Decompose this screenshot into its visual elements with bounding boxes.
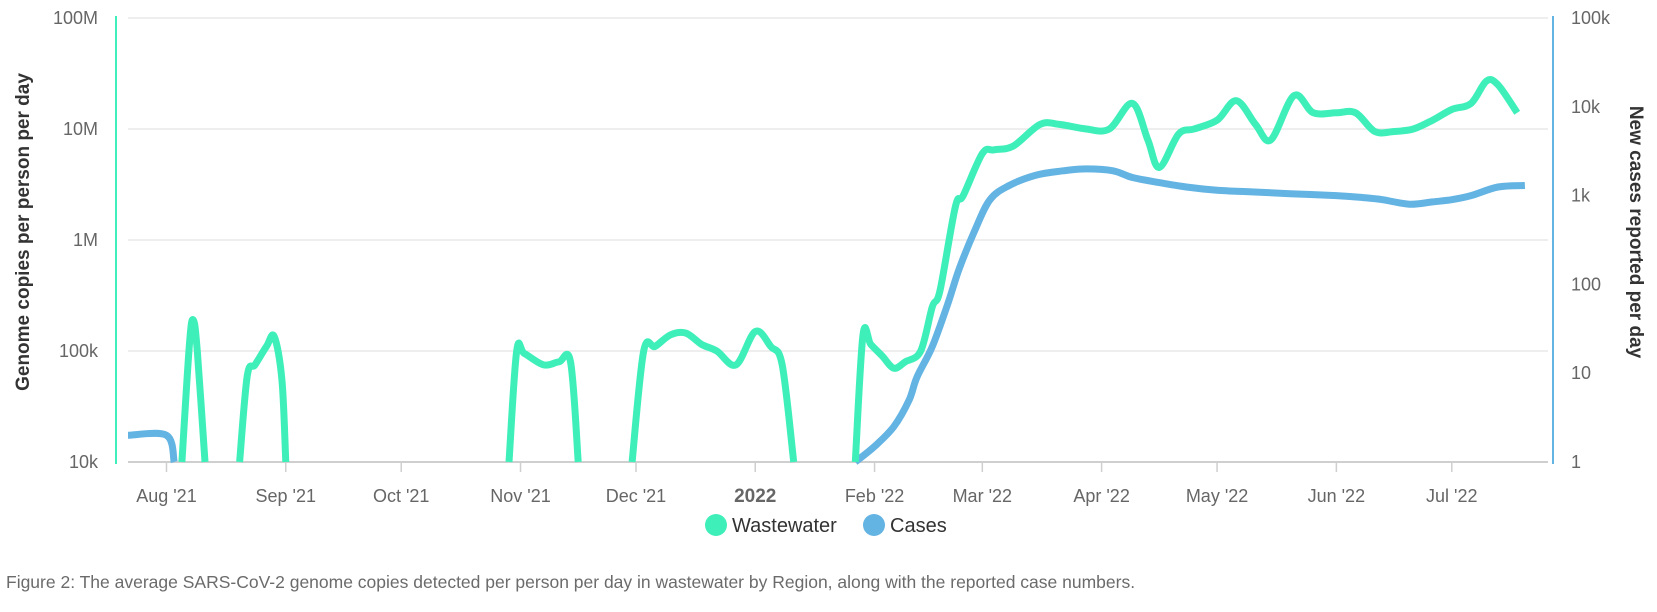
series-line-cases [853,165,1526,465]
series-layer [127,76,1526,465]
right-tick-label: 100 [1571,274,1601,294]
x-tick-label: May '22 [1186,486,1248,506]
right-tick-label: 1k [1571,186,1591,206]
x-tick-label: Mar '22 [953,486,1012,506]
right-tick-label: 100k [1571,8,1611,28]
x-tick-label: Dec '21 [606,486,666,506]
chart-svg: 10k 100k 1M 10M 100M 1 10 100 1k 10k 100k Aug '21 Se… [13,8,1646,537]
legend-label-cases: Cases [890,515,947,537]
figure-caption: Figure 2: The average SARS-CoV-2 genome … [6,572,1136,592]
series-line-wastewater [236,331,290,463]
x-tick-label: Apr '22 [1073,486,1129,506]
series-line-wastewater [851,76,1521,463]
legend-swatch-wastewater [705,514,727,536]
series-wastewater [178,76,1521,463]
series-cases [127,165,1526,465]
x-tick-label: Nov '21 [490,486,550,506]
wastewater-cases-chart: 10k 100k 1M 10M 100M 1 10 100 1k 10k 100k Aug '21 Se… [13,8,1646,537]
grid-layer [128,17,1548,463]
series-line-wastewater [505,339,582,463]
left-tick-label: 100M [53,8,98,28]
x-tick-label: Feb '22 [845,486,904,506]
right-tick-label: 10 [1571,363,1591,383]
x-tick-label: Aug '21 [136,486,197,506]
legend-item-wastewater[interactable]: Wastewater [705,514,837,537]
left-tick-label: 100k [59,341,99,361]
left-tick-label: 10M [63,119,98,139]
series-line-wastewater [178,316,209,463]
left-tick-label: 1M [73,230,98,250]
axis-layer: 10k 100k 1M 10M 100M 1 10 100 1k 10k 100k Aug '21 Se… [13,8,1646,507]
x-tick-label: Sep '21 [256,486,317,506]
x-tick-label: Jun '22 [1308,486,1365,506]
left-tick-label: 10k [69,452,99,472]
legend-label-wastewater: Wastewater [732,515,837,537]
right-tick-label: 1 [1571,452,1581,472]
right-axis-title: New cases reported per day [1625,106,1646,359]
legend-swatch-cases [863,514,885,536]
x-tick-label: 2022 [734,486,776,507]
x-tick-label: Oct '21 [373,486,429,506]
x-tick-label: Jul '22 [1426,486,1477,506]
series-line-wastewater [628,327,798,463]
legend[interactable]: Wastewater Cases [705,514,947,537]
left-axis-title: Genome copies per person per day [13,73,34,391]
series-line-cases [127,429,178,463]
right-tick-label: 10k [1571,97,1601,117]
legend-item-cases[interactable]: Cases [863,514,947,537]
